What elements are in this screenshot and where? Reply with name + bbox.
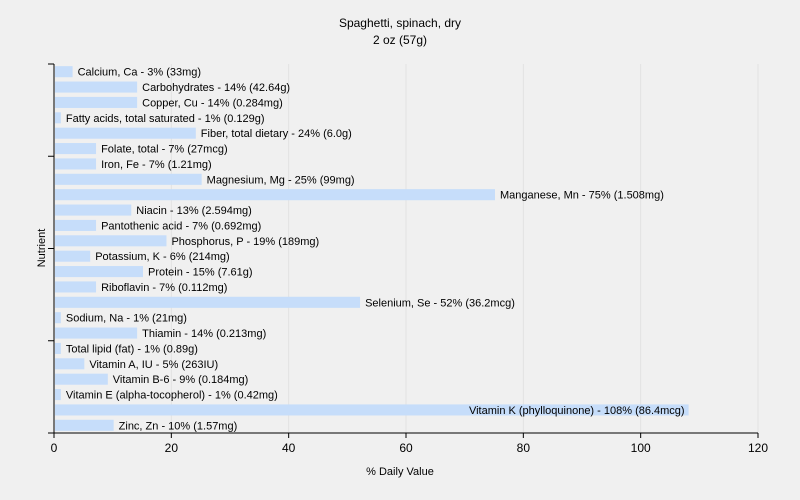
bar bbox=[55, 404, 689, 416]
bar-label: Zinc, Zn - 10% (1.57mg) bbox=[119, 420, 238, 432]
bar bbox=[55, 327, 138, 339]
bar bbox=[55, 312, 61, 324]
bar-label: Vitamin E (alpha-tocopherol) - 1% (0.42m… bbox=[66, 390, 278, 402]
bar bbox=[55, 219, 97, 231]
bar bbox=[55, 281, 97, 293]
bar-label: Total lipid (fat) - 1% (0.89g) bbox=[66, 343, 198, 355]
bar bbox=[55, 373, 108, 385]
bar bbox=[55, 81, 138, 93]
x-tick-label: 40 bbox=[282, 441, 296, 455]
bar-label: Iron, Fe - 7% (1.21mg) bbox=[101, 159, 212, 171]
bar-label: Vitamin K (phylloquinone) - 108% (86.4mc… bbox=[469, 405, 685, 417]
bar bbox=[55, 143, 97, 155]
bar bbox=[55, 296, 361, 308]
chart-subtitle: 2 oz (57g) bbox=[372, 33, 428, 47]
bar bbox=[55, 235, 167, 247]
bar-label: Sodium, Na - 1% (21mg) bbox=[66, 313, 187, 325]
bar bbox=[55, 112, 61, 124]
bar-label: Vitamin A, IU - 5% (263IU) bbox=[89, 359, 218, 371]
bar-label: Fiber, total dietary - 24% (6.0g) bbox=[201, 128, 352, 140]
bar-label: Niacin - 13% (2.594mg) bbox=[136, 205, 252, 217]
bar-label: Calcium, Ca - 3% (33mg) bbox=[78, 67, 201, 79]
bar bbox=[55, 158, 97, 170]
bar-label: Pantothenic acid - 7% (0.692mg) bbox=[101, 220, 261, 232]
x-tick-label: 80 bbox=[517, 441, 531, 455]
bar-label: Selenium, Se - 52% (36.2mcg) bbox=[365, 297, 515, 309]
bar bbox=[55, 204, 132, 216]
bar bbox=[55, 419, 114, 431]
bar-label: Potassium, K - 6% (214mg) bbox=[95, 251, 230, 263]
bar bbox=[55, 66, 73, 78]
bar-label: Phosphorus, P - 19% (189mg) bbox=[171, 236, 319, 248]
bar-label: Riboflavin - 7% (0.112mg) bbox=[101, 282, 227, 294]
x-tick-label: 0 bbox=[51, 441, 58, 455]
bar-label: Vitamin B-6 - 9% (0.184mg) bbox=[113, 374, 249, 386]
bar bbox=[55, 189, 495, 201]
chart-title: Spaghetti, spinach, dry bbox=[338, 16, 462, 30]
bar-label: Thiamin - 14% (0.213mg) bbox=[142, 328, 266, 340]
bar-label: Folate, total - 7% (27mcg) bbox=[101, 144, 228, 156]
x-axis-label: % Daily Value bbox=[366, 466, 434, 478]
y-axis-label: Nutrient bbox=[36, 228, 48, 268]
bar-label: Protein - 15% (7.61g) bbox=[148, 267, 253, 279]
x-tick-label: 20 bbox=[165, 441, 179, 455]
bar bbox=[55, 358, 85, 370]
bar-label: Magnesium, Mg - 25% (99mg) bbox=[207, 174, 355, 186]
bar-label: Copper, Cu - 14% (0.284mg) bbox=[142, 97, 283, 109]
bar bbox=[55, 173, 202, 185]
bar-label: Fatty acids, total saturated - 1% (0.129… bbox=[66, 113, 265, 125]
bar-label: Manganese, Mn - 75% (1.508mg) bbox=[500, 190, 664, 202]
x-tick-label: 60 bbox=[399, 441, 413, 455]
bar bbox=[55, 389, 61, 401]
bar bbox=[55, 342, 61, 354]
x-tick-label: 120 bbox=[748, 441, 768, 455]
bar bbox=[55, 96, 138, 108]
x-tick-label: 100 bbox=[631, 441, 651, 455]
bar bbox=[55, 266, 143, 278]
bar-label: Carbohydrates - 14% (42.64g) bbox=[142, 82, 290, 94]
bar bbox=[55, 250, 91, 262]
bar bbox=[55, 127, 196, 139]
